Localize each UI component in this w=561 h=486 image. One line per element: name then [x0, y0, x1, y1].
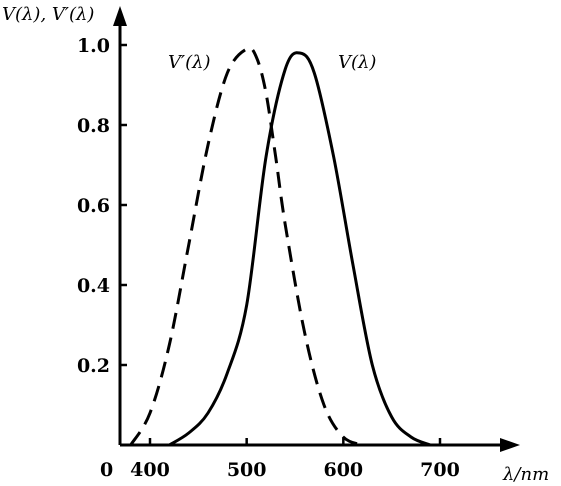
x-tick-label: 700 — [420, 459, 460, 481]
y-axis-arrow — [113, 6, 127, 26]
origin-label: 0 — [100, 459, 113, 481]
y-tick-label: 0.8 — [77, 115, 110, 137]
y-tick-label: 0.6 — [77, 195, 110, 217]
ticks: 0.2 0.4 0.6 0.8 1.0 400 500 600 700 — [77, 35, 460, 481]
series-layer — [129, 46, 431, 447]
x-tick-label: 400 — [130, 459, 170, 481]
y-tick-label: 0.4 — [77, 275, 110, 297]
x-tick-label: 600 — [323, 459, 363, 481]
x-axis-label: λ/nm — [502, 464, 549, 485]
x-axis-arrow — [500, 438, 520, 452]
series-label-v: V(λ) — [338, 52, 376, 73]
y-axis-label: V(λ), V′(λ) — [2, 4, 94, 25]
y-tick-label: 0.2 — [77, 355, 110, 377]
y-tick-label: 1.0 — [77, 35, 110, 57]
series-label-vprime: V′(λ) — [168, 52, 211, 73]
series-line-vprime — [129, 46, 364, 447]
x-tick-label: 500 — [227, 459, 267, 481]
series-line-v — [168, 51, 431, 447]
